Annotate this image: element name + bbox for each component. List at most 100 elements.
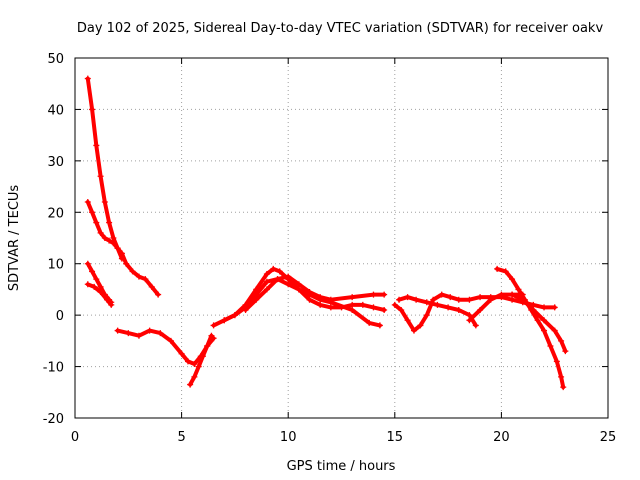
data-point (327, 299, 334, 306)
data-point (93, 219, 100, 226)
data-point (445, 304, 452, 311)
data-point (135, 273, 142, 280)
x-tick-label: 15 (387, 430, 404, 445)
data-point (110, 240, 117, 247)
data-point (413, 296, 420, 303)
data-point (106, 237, 113, 244)
data-point (93, 276, 100, 283)
series-trace (243, 274, 387, 312)
data-point (541, 317, 548, 324)
data-point (178, 350, 185, 357)
y-tick-label: 0 (56, 309, 64, 324)
data-point (221, 317, 228, 324)
data-point (123, 260, 130, 267)
data-point (472, 322, 479, 329)
series-trace (85, 76, 124, 261)
data-point (195, 363, 202, 370)
data-point (396, 296, 403, 303)
data-point (317, 296, 324, 303)
data-point (534, 317, 541, 324)
data-point (89, 106, 96, 113)
data-point (477, 307, 484, 313)
data-point (381, 291, 388, 298)
data-point (276, 268, 283, 275)
data-point (263, 278, 270, 285)
series-track-12 (494, 265, 567, 391)
series-track-8 (242, 273, 388, 313)
data-point (295, 281, 302, 288)
data-point (423, 299, 430, 306)
data-point (253, 291, 260, 298)
data-point (455, 307, 462, 313)
data-point (317, 301, 324, 308)
data-series (84, 75, 569, 391)
data-point (410, 327, 417, 334)
data-point (366, 319, 373, 326)
data-point (135, 332, 142, 339)
data-point (97, 283, 104, 290)
plot-frame (74, 57, 609, 419)
data-point (191, 373, 198, 380)
data-point (108, 301, 115, 308)
data-point (515, 286, 522, 293)
data-point (434, 301, 441, 308)
data-point (509, 291, 516, 298)
data-point (84, 75, 91, 82)
x-tick-label: 20 (493, 430, 510, 445)
data-point (167, 337, 174, 344)
data-point (242, 304, 249, 311)
data-point (274, 276, 281, 283)
series-track-2 (84, 199, 162, 298)
data-point (118, 250, 125, 257)
data-point (106, 219, 113, 226)
data-point (97, 229, 104, 236)
series-trace (115, 328, 216, 366)
x-tick-label: 25 (600, 430, 617, 445)
data-point (404, 294, 411, 301)
data-point (530, 307, 537, 313)
data-point (93, 142, 100, 149)
data-point (466, 317, 473, 324)
data-point (89, 268, 96, 275)
data-point (551, 327, 558, 334)
series-trace (495, 266, 566, 390)
data-point (84, 260, 91, 267)
data-point (204, 343, 211, 349)
data-point (97, 173, 104, 180)
y-tick-label: 30 (47, 155, 64, 170)
grid (75, 58, 608, 418)
data-point (349, 294, 356, 301)
data-point (547, 343, 554, 349)
data-point (494, 265, 501, 272)
y-tick-label: -10 (43, 361, 64, 376)
data-point (270, 265, 277, 272)
data-point (110, 235, 117, 241)
data-point (359, 301, 366, 308)
data-point (541, 327, 548, 334)
data-point (541, 304, 548, 311)
data-point (103, 296, 110, 303)
series-trace (188, 333, 214, 387)
data-point (231, 312, 238, 319)
data-point (184, 358, 191, 365)
y-tick-label: 40 (47, 103, 64, 118)
axis-ticks: 0 5 10 15 20 25 -20 -10 0 10 20 30 40 50 (43, 52, 617, 445)
y-axis-title: SDTVAR / TECUs (7, 185, 22, 292)
data-point (285, 273, 292, 280)
y-tick-label: 20 (47, 206, 64, 221)
data-point (101, 235, 108, 241)
data-point (148, 283, 155, 290)
y-tick-label: -20 (43, 412, 64, 427)
data-point (404, 317, 411, 324)
data-point (306, 296, 313, 303)
series-track-14 (466, 291, 526, 324)
data-point (376, 322, 383, 329)
data-point (84, 281, 91, 288)
data-point (295, 286, 302, 293)
data-point (562, 348, 569, 355)
x-tick-label: 5 (177, 430, 185, 445)
data-point (84, 199, 91, 205)
data-point (438, 291, 445, 298)
chart-title: Day 102 of 2025, Sidereal Day-to-day VTE… (77, 21, 604, 36)
data-point (208, 332, 215, 339)
